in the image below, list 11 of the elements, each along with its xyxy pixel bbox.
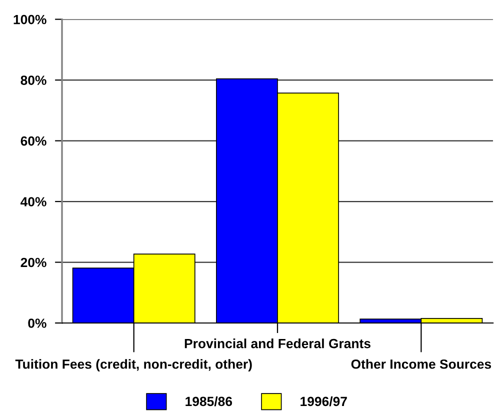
x-tick-label: Provincial and Federal Grants [184, 338, 370, 348]
legend-label: 1985/86 [186, 396, 232, 406]
y-tick-label: 40% [20, 197, 46, 206]
y-tick-label: 60% [20, 136, 46, 146]
y-tick-label: 0% [28, 318, 46, 328]
y-tick-label: 20% [20, 258, 46, 268]
legend-label: 1996/97 [300, 396, 347, 406]
x-tick-label: Tuition Fees (credit, non-credit, other) [15, 359, 252, 372]
y-tick-label: 100% [14, 14, 46, 24]
x-tick-label: Other Income Sources [351, 359, 492, 369]
y-tick-label: 80% [20, 76, 46, 85]
